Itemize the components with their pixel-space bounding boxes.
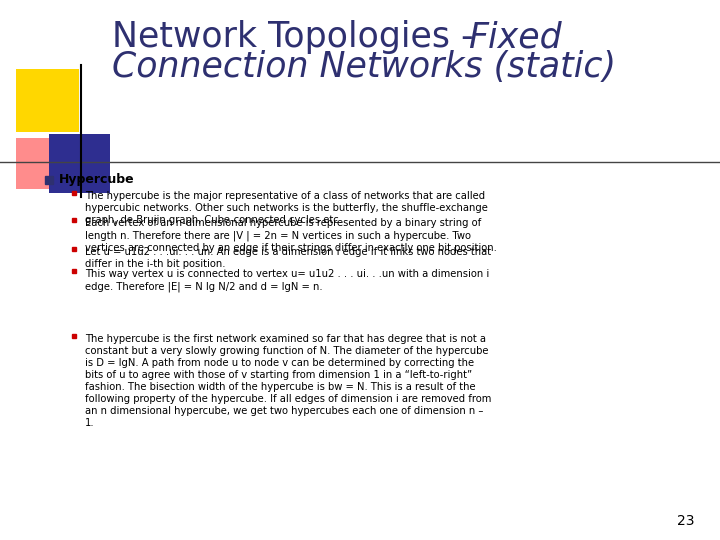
Text: Connection Networks (static): Connection Networks (static)	[112, 50, 616, 84]
Text: The hypercube is the first network examined so far that has degree that is not a: The hypercube is the first network exami…	[85, 334, 491, 428]
Text: The hypercube is the major representative of a class of networks that are called: The hypercube is the major representativ…	[85, 191, 488, 225]
Text: Network Topologies -: Network Topologies -	[112, 20, 485, 54]
Bar	[16, 138, 66, 189]
Text: 23: 23	[678, 514, 695, 528]
Text: Let u = u1u2 . . .ui. . . un. An edge is a dimension i edge if it links two node: Let u = u1u2 . . .ui. . . un. An edge is…	[85, 247, 491, 269]
Bar	[49, 134, 110, 193]
Bar	[16, 69, 79, 132]
Text: Hypercube: Hypercube	[59, 173, 135, 186]
Text: Each vertex of an n-dimensional hypercube is represented by a binary string of
l: Each vertex of an n-dimensional hypercub…	[85, 218, 497, 253]
Text: Fixed: Fixed	[468, 20, 562, 54]
Text: This way vertex u is connected to vertex u= u1u2 . . . ui. . .un with a dimensio: This way vertex u is connected to vertex…	[85, 269, 489, 292]
